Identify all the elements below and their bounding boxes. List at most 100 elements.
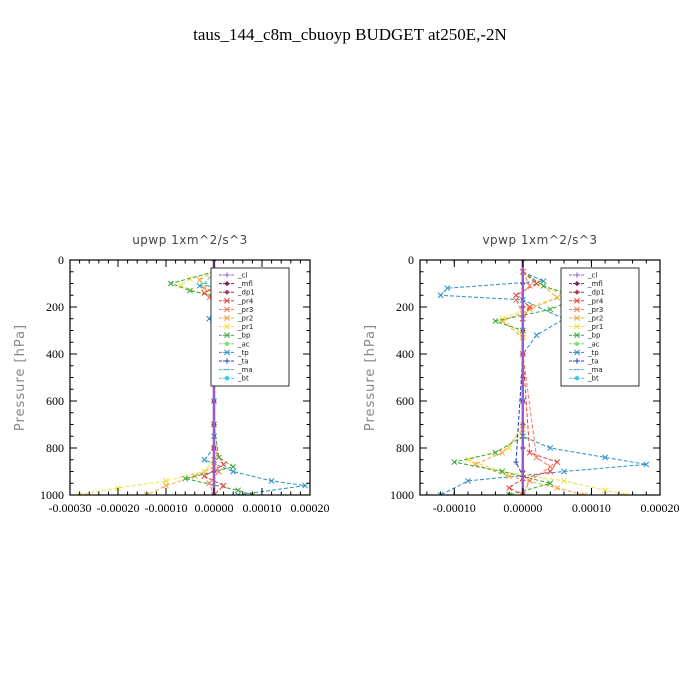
legend-label-bt: _bt [237, 375, 249, 383]
point-bp [182, 475, 189, 482]
legend-marker-ac [224, 341, 230, 346]
y-tick-label: 400 [46, 347, 64, 361]
point-tp [437, 292, 444, 299]
x-tick-label: -0.00010 [145, 501, 188, 515]
y-tick-label: 600 [46, 394, 64, 408]
y-tick-label: 1000 [390, 488, 414, 502]
legend-marker-ac [574, 341, 580, 346]
point-pr4 [533, 280, 540, 287]
point-pr3 [526, 477, 533, 484]
point-pr4 [547, 468, 554, 475]
point-bp [187, 287, 193, 294]
y-tick-label: 800 [396, 441, 414, 455]
panel-title: vpwp 1xm^2/s^3 [482, 233, 597, 247]
legend-marker-bp [224, 332, 230, 339]
point-pr3 [211, 492, 217, 495]
point-bp [167, 280, 174, 287]
legend-marker-cl [574, 272, 580, 278]
point-tp [561, 468, 567, 475]
point-pr2 [163, 482, 169, 489]
point-pr4 [526, 304, 533, 310]
legend-label-pr4: _pr4 [237, 297, 254, 305]
y-tick-label: 200 [396, 300, 414, 314]
legend-marker-mfl [574, 281, 580, 287]
point-pr1 [76, 492, 83, 495]
point-pr2 [201, 285, 208, 292]
point-pr1 [561, 477, 567, 484]
vpwp-panel: vpwp 1xm^2/s^3 Pressure [hPa] 0 200 400 600 80… [363, 233, 680, 515]
legend-marker-bt [224, 376, 230, 381]
x-tick-label: 0.00000 [503, 501, 542, 515]
legend-marker-pr4 [574, 297, 580, 304]
point-pr4 [513, 292, 519, 299]
x-tick-label: -0.00010 [433, 501, 476, 515]
point-bp [492, 449, 499, 456]
point-pr4 [201, 289, 208, 296]
point-pr4 [220, 482, 227, 489]
legend-marker-ta [574, 358, 580, 364]
legend-label-ta: _ta [237, 358, 249, 366]
legend-marker-dp1 [574, 289, 580, 295]
legend-label-dp1: _dp1 [237, 289, 255, 297]
legend-marker-tp [574, 349, 580, 356]
point-pr4 [220, 461, 227, 468]
point-tp [444, 285, 451, 292]
panel-title: upwp 1xm^2/s^3 [132, 233, 248, 247]
legend-marker-pr3 [224, 306, 230, 313]
y-tick-label: 0 [408, 253, 414, 267]
point-pr1 [622, 492, 629, 495]
legend-label-ac: _ac [237, 340, 250, 348]
y-tick-label: 800 [46, 441, 64, 455]
legend-label-cl: _cl [237, 272, 247, 280]
x-tick-label: -0.00020 [97, 501, 140, 515]
legend-label-mfl: _mfl [237, 280, 253, 288]
point-bp [547, 306, 554, 313]
point-pr2 [554, 484, 561, 491]
point-pr2 [526, 306, 533, 313]
legend-marker-pr1 [574, 323, 580, 330]
legend-label-cl: _cl [587, 272, 597, 280]
legend-label-tp: _tp [237, 349, 249, 357]
y-tick-label: 200 [46, 300, 64, 314]
legend-label-pr1: _pr1 [237, 323, 253, 331]
series-line-tp [439, 271, 647, 495]
x-tick-label: 0.00010 [572, 501, 611, 515]
legend-label-pr4: _pr4 [587, 297, 604, 305]
point-tp [643, 461, 650, 468]
legend-marker-bp [574, 332, 580, 339]
legend-label-bp: _bp [237, 332, 251, 340]
figure-title: taus_144_c8m_cbuoyp BUDGET at250E,-2N [193, 25, 507, 44]
y-tick-label: 1000 [40, 488, 64, 502]
point-pr1 [602, 487, 609, 494]
legend-marker-pr3 [574, 306, 580, 313]
legend-marker-bt [574, 376, 580, 381]
legend-label-ac: _ac [587, 340, 600, 348]
point-pr3 [215, 468, 222, 475]
point-pr4 [506, 484, 513, 491]
point-bp [230, 463, 237, 470]
point-ta [513, 459, 519, 465]
legend-marker-dp1 [224, 289, 230, 295]
legend-marker-pr2 [224, 315, 230, 321]
point-bp [249, 492, 256, 495]
point-tp [302, 482, 309, 489]
point-pr2 [499, 449, 506, 456]
y-axis-label: Pressure [hPa] [13, 324, 28, 431]
x-tick-label: 0.00000 [195, 501, 234, 515]
point-tp [533, 332, 540, 339]
point-tp [196, 282, 203, 289]
upwp-panel: upwp 1xm^2/s^3 Pressure [hPa] 0 200 400 600 80… [13, 233, 330, 515]
legend-marker-pr1 [224, 323, 230, 330]
legend-label-pr3: _pr3 [587, 306, 603, 314]
point-pr3 [533, 454, 540, 461]
point-pr3 [513, 296, 519, 303]
legend-label-dp1: _dp1 [587, 289, 605, 297]
point-pr1 [465, 456, 471, 463]
point-pr3 [547, 463, 554, 470]
legend-marker-pr4 [224, 297, 230, 304]
legend: _cl_mfl_dp1_pr4_pr3_pr2_pr1_bp_ac_tp_ta_… [560, 267, 640, 387]
x-tick-label: 0.00020 [641, 501, 680, 515]
legend-marker-ta [224, 358, 230, 364]
x-tick-label: 0.00010 [243, 501, 282, 515]
